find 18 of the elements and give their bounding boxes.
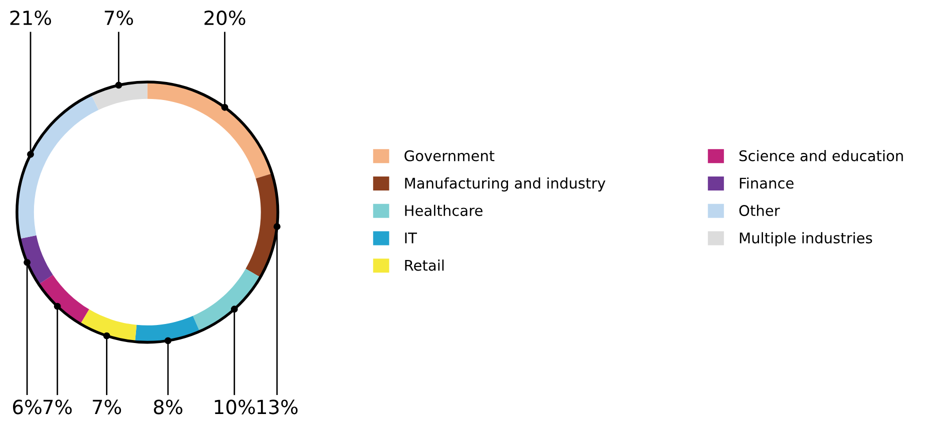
legend-label: Government — [404, 150, 494, 162]
legend-label: Manufacturing and industry — [405, 177, 606, 192]
legend-label: Retail — [405, 260, 444, 271]
legend-label: IT — [405, 232, 417, 244]
legend-label: Science and education — [739, 150, 903, 162]
data-label: 10% — [214, 400, 255, 414]
data-label: 8% — [154, 400, 182, 414]
data-label: 13% — [258, 400, 298, 414]
data-label: 7% — [44, 400, 72, 414]
data-label: 21% — [10, 10, 52, 26]
legend-label: Finance — [740, 177, 794, 189]
legend-label: Other — [739, 204, 780, 216]
data-label: 7% — [104, 10, 134, 26]
legend-label: Healthcare — [405, 204, 482, 216]
legend-label: Multiple industries — [740, 232, 872, 246]
data-label: 6% — [13, 400, 42, 414]
data-label: 7% — [92, 400, 122, 414]
data-label: 20% — [204, 10, 246, 26]
